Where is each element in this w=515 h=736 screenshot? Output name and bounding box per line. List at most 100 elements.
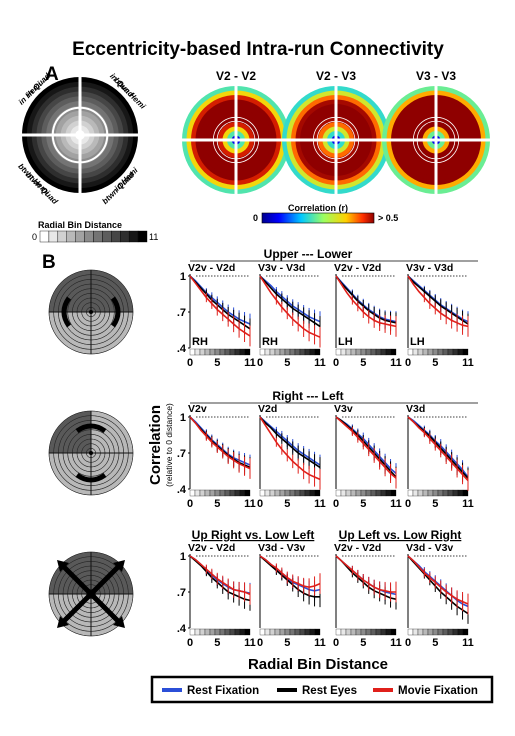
x-axis-bin-cell: [239, 628, 246, 636]
x-axis-bin-cell: [447, 628, 454, 636]
y-tick-label: .7: [177, 587, 186, 599]
x-axis-bin-cell: [355, 348, 362, 356]
bin-scale-cell: [39, 230, 50, 243]
x-tick-label: 11: [462, 498, 474, 510]
x-axis-bin-cell: [385, 628, 392, 636]
series-line: [259, 555, 321, 592]
x-axis-bin-cell: [284, 489, 291, 497]
x-tick-label: 5: [360, 637, 366, 649]
y-tick-label: .4: [177, 343, 187, 355]
x-axis-bin-cell: [194, 489, 201, 497]
x-tick-label: 11: [314, 498, 326, 510]
chart-corner-label: LH: [410, 336, 425, 348]
x-axis-bin-cell: [427, 348, 434, 356]
map-title: V3 - V3: [416, 69, 456, 83]
bin-scale-cell: [48, 230, 59, 243]
x-axis-bin-cell: [269, 628, 276, 636]
series-line: [407, 275, 469, 325]
correlation-maps: V2 - V2 V2 - V3 V3 - V3: [174, 69, 498, 196]
x-tick-label: 0: [257, 637, 263, 649]
x-tick-label: 11: [390, 498, 402, 510]
bin-scale-cell: [128, 230, 139, 243]
x-axis-bin-cell: [462, 489, 469, 497]
x-axis-bin-cell: [350, 348, 357, 356]
x-tick-label: 5: [284, 357, 290, 369]
x-axis-bin-cell: [274, 628, 281, 636]
panel-b-label: B: [42, 252, 56, 273]
x-axis-bin-cell: [417, 628, 424, 636]
x-axis-bin-cell: [234, 628, 241, 636]
x-tick-label: 11: [390, 357, 402, 369]
x-axis-bin-cell: [314, 489, 321, 497]
x-axis-bin-cell: [335, 489, 342, 497]
x-axis-bin-cell: [380, 489, 387, 497]
legend-label: Movie Fixation: [398, 685, 478, 697]
x-axis-bin-cell: [370, 628, 377, 636]
x-axis-bin-cell: [299, 348, 306, 356]
chart-title: V2v: [188, 403, 207, 415]
x-axis-bin-cell: [279, 628, 286, 636]
x-axis-bin-cell: [447, 348, 454, 356]
x-axis-bin-cell: [462, 628, 469, 636]
arrowhead-icon: [113, 616, 125, 628]
x-axis-bin-cell: [214, 348, 221, 356]
bin-scale-cell: [93, 230, 103, 243]
x-axis-bin-cell: [375, 628, 382, 636]
chart-title: V3v - V3d: [258, 262, 305, 274]
x-axis-bin-cell: [335, 348, 342, 356]
legend-box: [150, 675, 494, 704]
x-axis-bin-cell: [380, 348, 387, 356]
series-line: [259, 555, 320, 598]
bin-scale-cell: [120, 230, 130, 243]
x-tick-label: 5: [360, 498, 366, 510]
x-axis-bin-cell: [219, 489, 226, 497]
series-line: [407, 275, 469, 328]
row-header: Upper --- Lower: [264, 247, 353, 261]
x-axis-bin-cell: [284, 348, 291, 356]
series-line: [189, 555, 251, 594]
series-line: [335, 416, 397, 479]
x-axis-bin-cell: [204, 628, 211, 636]
x-axis-bin-cell: [289, 348, 296, 356]
x-axis-bin-cell: [299, 628, 306, 636]
x-axis-bin-cell: [189, 348, 196, 356]
x-axis-bin-cell: [284, 628, 291, 636]
x-axis-bin-cell: [355, 628, 362, 636]
x-axis-bin-cell: [259, 628, 266, 636]
x-axis-bin-cell: [294, 628, 301, 636]
series-line: [407, 416, 469, 478]
x-axis-bin-cell: [375, 348, 382, 356]
chart-title: V3d - V3v: [406, 542, 453, 554]
y-tick-label: .4: [177, 484, 187, 496]
x-axis-bin-cell: [214, 628, 221, 636]
map-title: V2 - V3: [316, 69, 356, 83]
row-subheader: Up Left vs. Low Right: [339, 528, 462, 542]
y-tick-label: .4: [177, 623, 187, 635]
x-axis-bin-cell: [204, 489, 211, 497]
x-axis-bin-cell: [314, 628, 321, 636]
x-axis-bin-cell: [462, 348, 469, 356]
chart-title: V3d: [406, 403, 425, 415]
x-tick-label: 0: [405, 498, 411, 510]
x-axis-bin-cell: [437, 628, 444, 636]
chart-panel: V3v - V3d 0 5 11 RH: [257, 262, 326, 369]
x-axis-bin-cell: [350, 628, 357, 636]
x-axis-bin-cell: [407, 348, 414, 356]
x-axis-bin-cell: [360, 348, 367, 356]
x-axis-bin-cell: [452, 348, 459, 356]
row-headers: Upper --- Lower Right --- Left Up Right vs…: [190, 247, 478, 542]
x-tick-label: 5: [432, 637, 438, 649]
x-axis-bin-cell: [375, 489, 382, 497]
x-axis-bin-cell: [229, 489, 236, 497]
chart-title: V2v - V2d: [188, 262, 235, 274]
x-axis-bin-cell: [269, 348, 276, 356]
x-tick-label: 11: [462, 637, 474, 649]
legend: Rest Fixation Rest Eyes Movie Fixation: [162, 685, 478, 697]
x-tick-label: 0: [333, 637, 339, 649]
schematic-center-dot: [89, 451, 93, 455]
y-tick-label: 1: [180, 551, 186, 563]
x-axis-bin-cell: [457, 628, 464, 636]
x-axis-bin-cell: [370, 348, 377, 356]
chart-corner-label: RH: [262, 336, 278, 348]
